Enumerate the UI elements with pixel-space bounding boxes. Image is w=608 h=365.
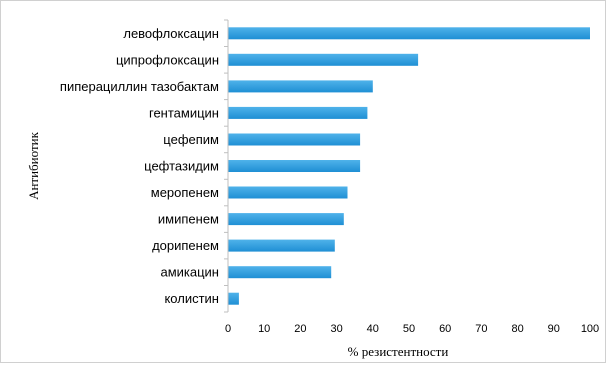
category-label: дорипенем [152,238,219,253]
x-tick-label: 70 [475,323,487,335]
category-label: меропенем [151,185,219,200]
x-tick-label: 50 [403,323,415,335]
bar [228,266,332,279]
category-label: колистин [164,291,219,306]
bar [228,160,361,172]
bar [228,106,368,119]
bar [228,186,348,199]
x-tick-label: 90 [548,323,560,335]
category-label: пиперациллин тазобактам [60,79,219,94]
y-axis-title: Антибиотик [26,131,41,200]
bar [228,133,361,146]
x-tick-label: 40 [367,323,379,335]
bar [228,213,344,226]
bar [228,239,335,252]
category-label: цефтазидим [144,159,219,174]
category-label: амикацин [160,265,219,280]
bar [228,53,419,66]
x-tick-label: 80 [511,323,523,335]
x-tick-label: 100 [581,323,599,335]
plot-area: левофлоксацин ципрофлоксацин пиперациллин … [60,19,599,335]
category-label: левофлоксацин [123,26,219,41]
category-label: цефепим [163,132,219,147]
bar [228,80,373,93]
bar [228,27,590,40]
x-tick-label: 60 [439,323,451,335]
category-label: гентамицин [149,105,219,120]
x-tick-label: 0 [225,323,231,335]
x-axis-title: % резистентности [348,344,449,359]
x-tick-label: 30 [330,323,342,335]
category-label: ципрофлоксацин [116,52,219,67]
x-tick-label: 10 [258,323,270,335]
category-label: имипенем [158,212,219,227]
x-tick-label: 20 [294,323,306,335]
bar [228,292,239,305]
